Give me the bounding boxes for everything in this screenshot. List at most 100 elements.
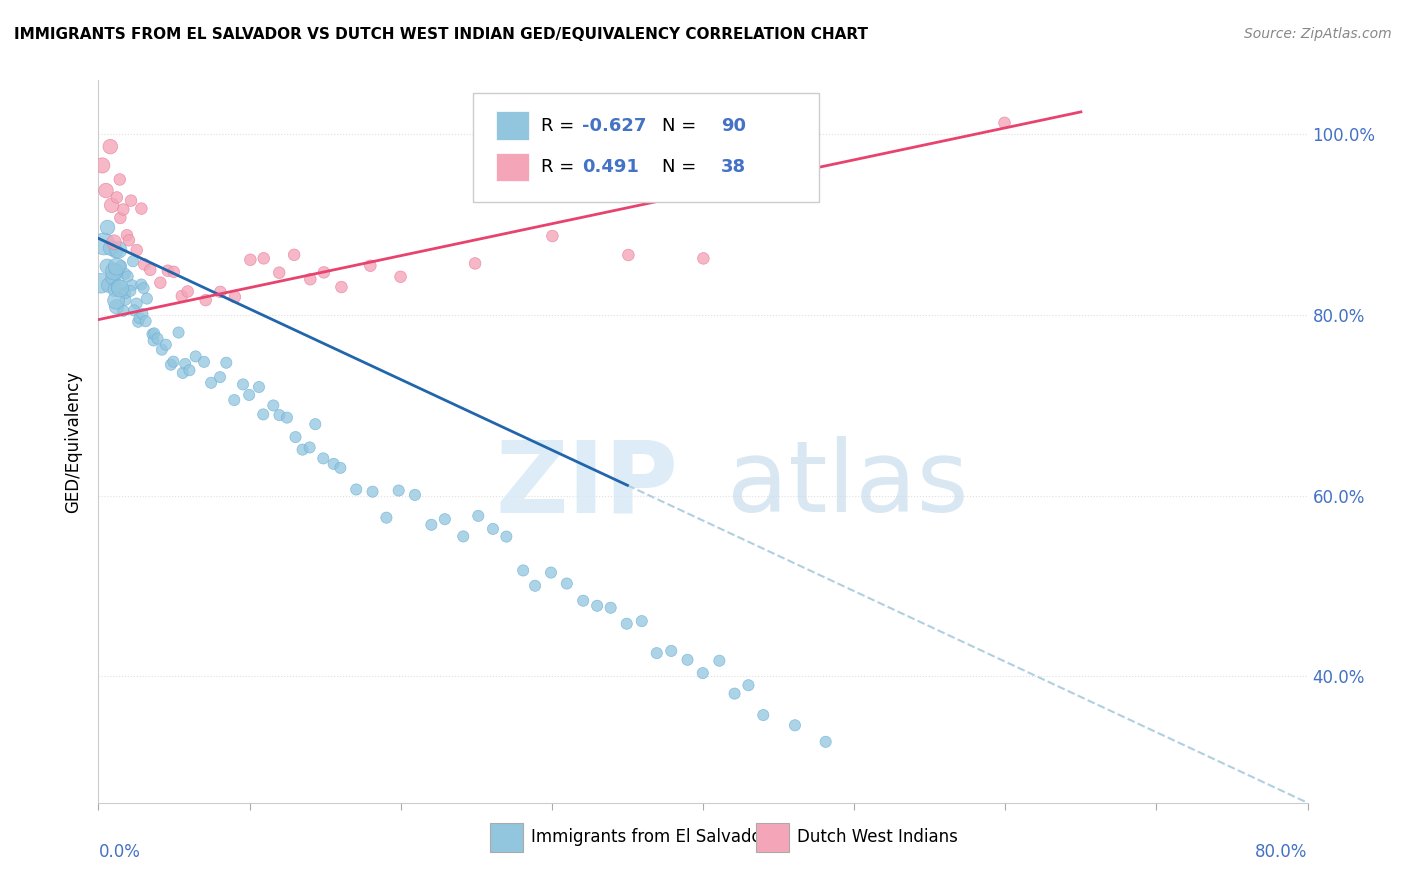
Point	[375, 510, 398, 524]
Point	[329, 461, 352, 475]
Point	[269, 266, 291, 280]
Point	[122, 254, 145, 268]
FancyBboxPatch shape	[474, 93, 820, 202]
Point	[98, 139, 121, 153]
Point	[103, 264, 125, 278]
Point	[482, 522, 505, 536]
Point	[312, 451, 335, 466]
Point	[194, 293, 217, 307]
Point	[737, 678, 759, 692]
Text: R =: R =	[541, 158, 586, 176]
Point	[125, 296, 148, 310]
Point	[541, 229, 564, 244]
Point	[659, 644, 682, 658]
Point	[616, 616, 638, 631]
Point	[299, 272, 322, 286]
Point	[276, 410, 298, 425]
Point	[125, 243, 148, 257]
Point	[110, 211, 132, 225]
Point	[155, 337, 177, 351]
Point	[645, 646, 668, 660]
Text: 80.0%: 80.0%	[1256, 843, 1308, 861]
Text: ZIP: ZIP	[496, 436, 679, 533]
Text: Source: ZipAtlas.com: Source: ZipAtlas.com	[1244, 27, 1392, 41]
Point	[232, 377, 254, 392]
Text: Immigrants from El Salvador: Immigrants from El Salvador	[531, 829, 769, 847]
Point	[783, 718, 806, 732]
FancyBboxPatch shape	[756, 823, 789, 852]
Point	[284, 430, 307, 444]
Point	[420, 517, 443, 532]
Point	[209, 285, 232, 299]
Point	[524, 579, 547, 593]
Point	[555, 576, 578, 591]
Point	[512, 564, 534, 578]
Point	[467, 508, 489, 523]
Point	[752, 708, 775, 723]
Point	[110, 259, 132, 273]
Y-axis label: GED/Equivalency: GED/Equivalency	[65, 370, 83, 513]
Point	[141, 327, 163, 342]
Point	[304, 417, 326, 432]
Text: N =: N =	[662, 158, 702, 176]
Point	[118, 233, 141, 247]
Point	[114, 267, 136, 281]
Text: 0.491: 0.491	[582, 158, 638, 176]
Point	[239, 252, 262, 267]
Point	[172, 366, 194, 380]
Point	[114, 293, 136, 307]
Point	[120, 194, 142, 208]
Point	[269, 408, 291, 422]
Point	[104, 283, 127, 297]
Text: IMMIGRANTS FROM EL SALVADOR VS DUTCH WEST INDIAN GED/EQUIVALENCY CORRELATION CHA: IMMIGRANTS FROM EL SALVADOR VS DUTCH WES…	[14, 27, 868, 42]
Point	[107, 243, 129, 257]
Point	[122, 303, 145, 318]
Point	[139, 263, 162, 277]
Point	[599, 600, 621, 615]
Point	[142, 334, 165, 348]
FancyBboxPatch shape	[491, 823, 523, 852]
Point	[97, 278, 120, 293]
Point	[100, 198, 122, 212]
Text: 90: 90	[721, 117, 747, 135]
Text: 0.0%: 0.0%	[98, 843, 141, 861]
Point	[132, 281, 155, 295]
Point	[131, 202, 153, 216]
Point	[105, 264, 128, 278]
Text: R =: R =	[541, 117, 579, 135]
Point	[143, 326, 166, 341]
Point	[101, 271, 124, 285]
Point	[104, 244, 127, 258]
Point	[540, 566, 562, 580]
Point	[105, 293, 128, 308]
Text: N =: N =	[662, 117, 702, 135]
Point	[112, 303, 135, 318]
Point	[108, 172, 131, 186]
Point	[359, 259, 381, 273]
Point	[404, 488, 426, 502]
Point	[135, 314, 157, 328]
Point	[283, 248, 305, 262]
Point	[586, 599, 609, 613]
Point	[252, 408, 274, 422]
Point	[322, 457, 344, 471]
Point	[179, 363, 201, 377]
Point	[96, 220, 118, 235]
Point	[134, 257, 156, 271]
Point	[224, 290, 246, 304]
Point	[115, 228, 138, 243]
Point	[107, 279, 129, 293]
Point	[209, 370, 232, 384]
Point	[723, 687, 745, 701]
Point	[94, 184, 117, 198]
Point	[630, 614, 652, 628]
Point	[238, 388, 260, 402]
Point	[135, 292, 157, 306]
Point	[108, 281, 131, 295]
Point	[160, 358, 183, 372]
Point	[103, 235, 125, 249]
Point	[709, 654, 731, 668]
Text: 38: 38	[721, 158, 747, 176]
Text: Dutch West Indians: Dutch West Indians	[797, 829, 959, 847]
Point	[100, 241, 122, 255]
